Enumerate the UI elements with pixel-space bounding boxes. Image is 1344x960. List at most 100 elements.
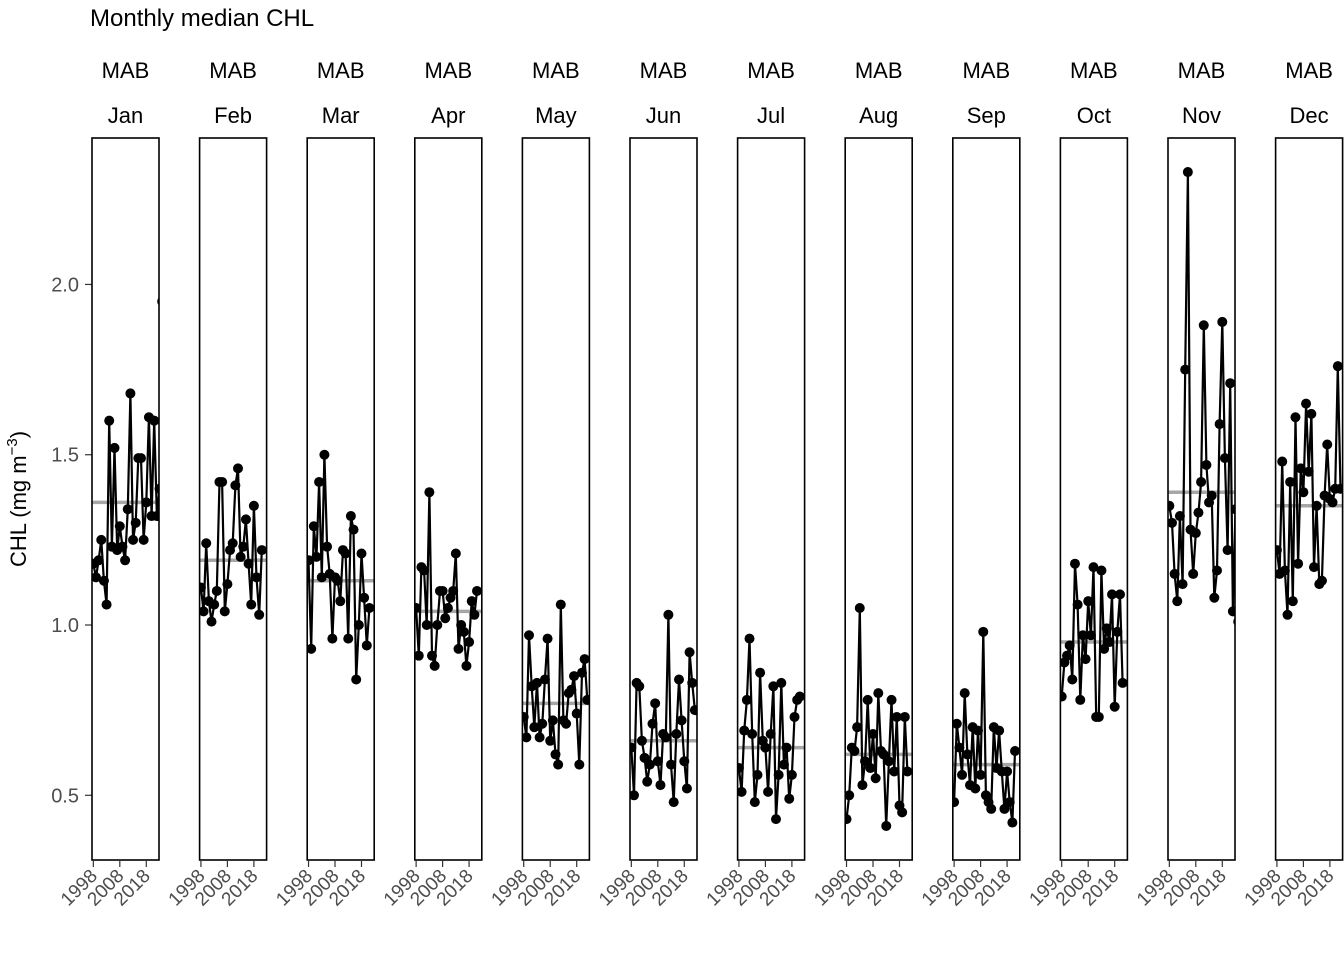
- panel-plot-area: [1275, 361, 1343, 620]
- data-point: [763, 786, 774, 797]
- data-point: [466, 596, 477, 607]
- data-point: [419, 565, 430, 576]
- data-point: [114, 521, 125, 532]
- panel-plot-area: [307, 449, 375, 685]
- data-point: [1322, 439, 1333, 450]
- panel-region-label: MAB: [102, 58, 150, 83]
- data-point: [522, 732, 532, 743]
- panel-region-label: MAB: [855, 58, 903, 83]
- data-point: [348, 524, 359, 535]
- panel-plot-area: [1060, 558, 1128, 722]
- data-point: [424, 487, 435, 498]
- data-point: [1172, 596, 1183, 607]
- data-point: [319, 449, 330, 460]
- data-point: [1069, 558, 1080, 569]
- data-point: [579, 654, 590, 665]
- data-point: [899, 711, 910, 722]
- data-point: [576, 667, 587, 678]
- panel-plot-area: [845, 602, 913, 831]
- data-point: [130, 517, 141, 528]
- data-point: [644, 759, 655, 770]
- data-point: [1201, 459, 1212, 470]
- data-point: [571, 708, 582, 719]
- data-point: [1214, 419, 1225, 430]
- data-point: [219, 606, 230, 617]
- data-point: [1188, 568, 1199, 579]
- data-point: [760, 742, 771, 753]
- data-point: [206, 616, 217, 627]
- data-point: [1007, 817, 1018, 828]
- data-point: [96, 534, 107, 545]
- data-point: [314, 476, 325, 487]
- panel-month-label: Sep: [967, 103, 1006, 128]
- data-point: [461, 660, 472, 671]
- panel-border: [951, 137, 1021, 861]
- data-point: [957, 769, 968, 780]
- data-point: [311, 551, 322, 562]
- panel-border: [844, 137, 914, 861]
- data-point: [773, 769, 784, 780]
- data-point: [881, 820, 892, 831]
- data-point: [450, 548, 461, 559]
- panel-month-label: Nov: [1182, 103, 1221, 128]
- data-point: [542, 633, 553, 644]
- data-point: [1279, 565, 1290, 576]
- y-axis-label: CHL (mg m−3): [4, 431, 31, 567]
- panel-month-label: Apr: [431, 103, 465, 128]
- data-point: [770, 814, 781, 825]
- data-point: [448, 585, 459, 596]
- data-point: [849, 746, 860, 757]
- data-point: [1168, 517, 1177, 528]
- panel-month-label: Jun: [646, 103, 681, 128]
- data-point: [1227, 606, 1235, 617]
- series-line: [307, 453, 371, 681]
- panel-border: [1274, 137, 1344, 861]
- data-point: [1174, 511, 1185, 522]
- data-point: [1285, 476, 1296, 487]
- panel-region-label: MAB: [640, 58, 688, 83]
- data-point: [361, 640, 372, 651]
- panel-plot-area: [92, 297, 159, 610]
- data-point: [666, 759, 677, 770]
- panel-plot-area: [1168, 167, 1235, 626]
- data-point: [353, 620, 364, 631]
- data-point: [897, 807, 908, 818]
- data-point: [972, 725, 983, 736]
- data-point: [891, 711, 902, 722]
- data-point: [122, 504, 133, 515]
- data-point: [93, 555, 104, 566]
- data-point: [199, 582, 206, 593]
- data-point: [684, 647, 695, 658]
- panel-border: [1167, 137, 1236, 861]
- data-point: [889, 766, 900, 777]
- data-point: [1332, 361, 1343, 372]
- data-point: [845, 790, 855, 801]
- data-point: [429, 660, 440, 671]
- data-point: [1099, 643, 1110, 654]
- data-point: [883, 756, 894, 767]
- data-point: [1004, 797, 1015, 808]
- y-axis-label-exponent: −3: [4, 438, 21, 455]
- y-tick-label: 1.0: [51, 615, 79, 637]
- data-point: [845, 814, 852, 825]
- data-point: [531, 677, 542, 688]
- data-point: [1080, 654, 1091, 665]
- data-point: [120, 555, 131, 566]
- data-point: [868, 728, 879, 739]
- panel-month-label: Oct: [1077, 103, 1111, 128]
- data-point: [676, 715, 687, 726]
- data-point: [1282, 609, 1293, 620]
- data-point: [340, 548, 351, 559]
- data-point: [464, 637, 475, 648]
- data-point: [251, 572, 262, 583]
- data-point: [522, 711, 529, 722]
- data-point: [1290, 412, 1301, 423]
- panel-border: [629, 137, 698, 861]
- data-point: [655, 780, 666, 791]
- data-point: [356, 548, 367, 559]
- data-point: [1109, 701, 1120, 712]
- data-point: [1298, 487, 1309, 498]
